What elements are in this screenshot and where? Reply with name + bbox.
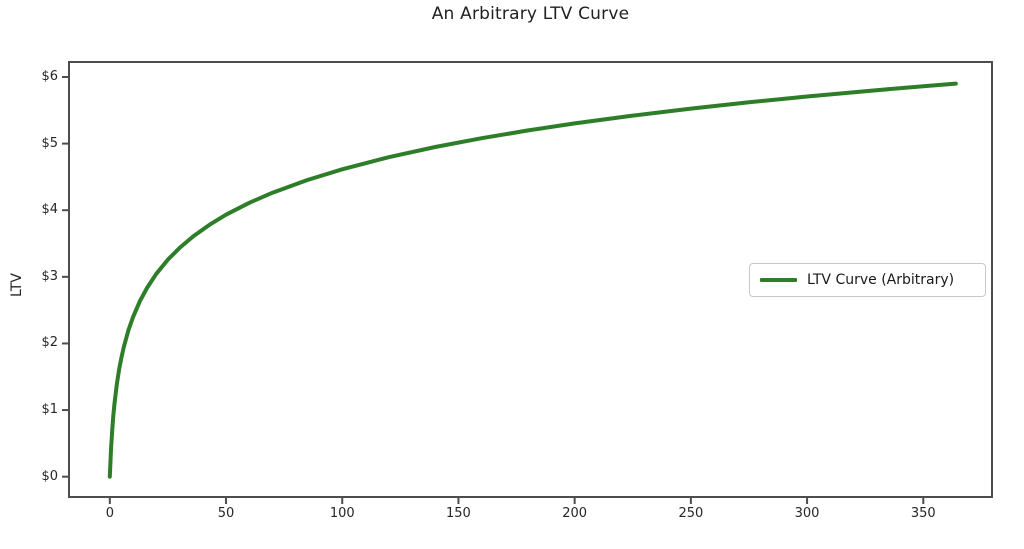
y-tick-label: $4: [41, 202, 58, 218]
y-tick-label: $0: [41, 468, 58, 484]
x-tick-label: 250: [678, 506, 704, 521]
y-tick-label: $1: [41, 402, 58, 418]
y-tick-label: $6: [41, 68, 58, 84]
y-tick-label: $5: [41, 135, 58, 151]
x-tick-label: 150: [446, 506, 471, 521]
y-tick-label: $3: [41, 268, 58, 284]
chart-title: An Arbitrary LTV Curve: [431, 4, 630, 24]
y-tick-label: $2: [41, 335, 58, 351]
legend-label: LTV Curve (Arbitrary): [807, 272, 955, 288]
legend-line-swatch: [760, 278, 797, 282]
legend: LTV Curve (Arbitrary): [749, 263, 986, 297]
x-tick-label: 200: [562, 506, 588, 521]
x-tick-label: 0: [105, 506, 114, 521]
x-tick-label: 100: [329, 506, 355, 521]
x-tick-label: 50: [217, 506, 235, 521]
x-tick-label: 350: [910, 506, 936, 521]
x-tick-label: 300: [794, 506, 820, 521]
